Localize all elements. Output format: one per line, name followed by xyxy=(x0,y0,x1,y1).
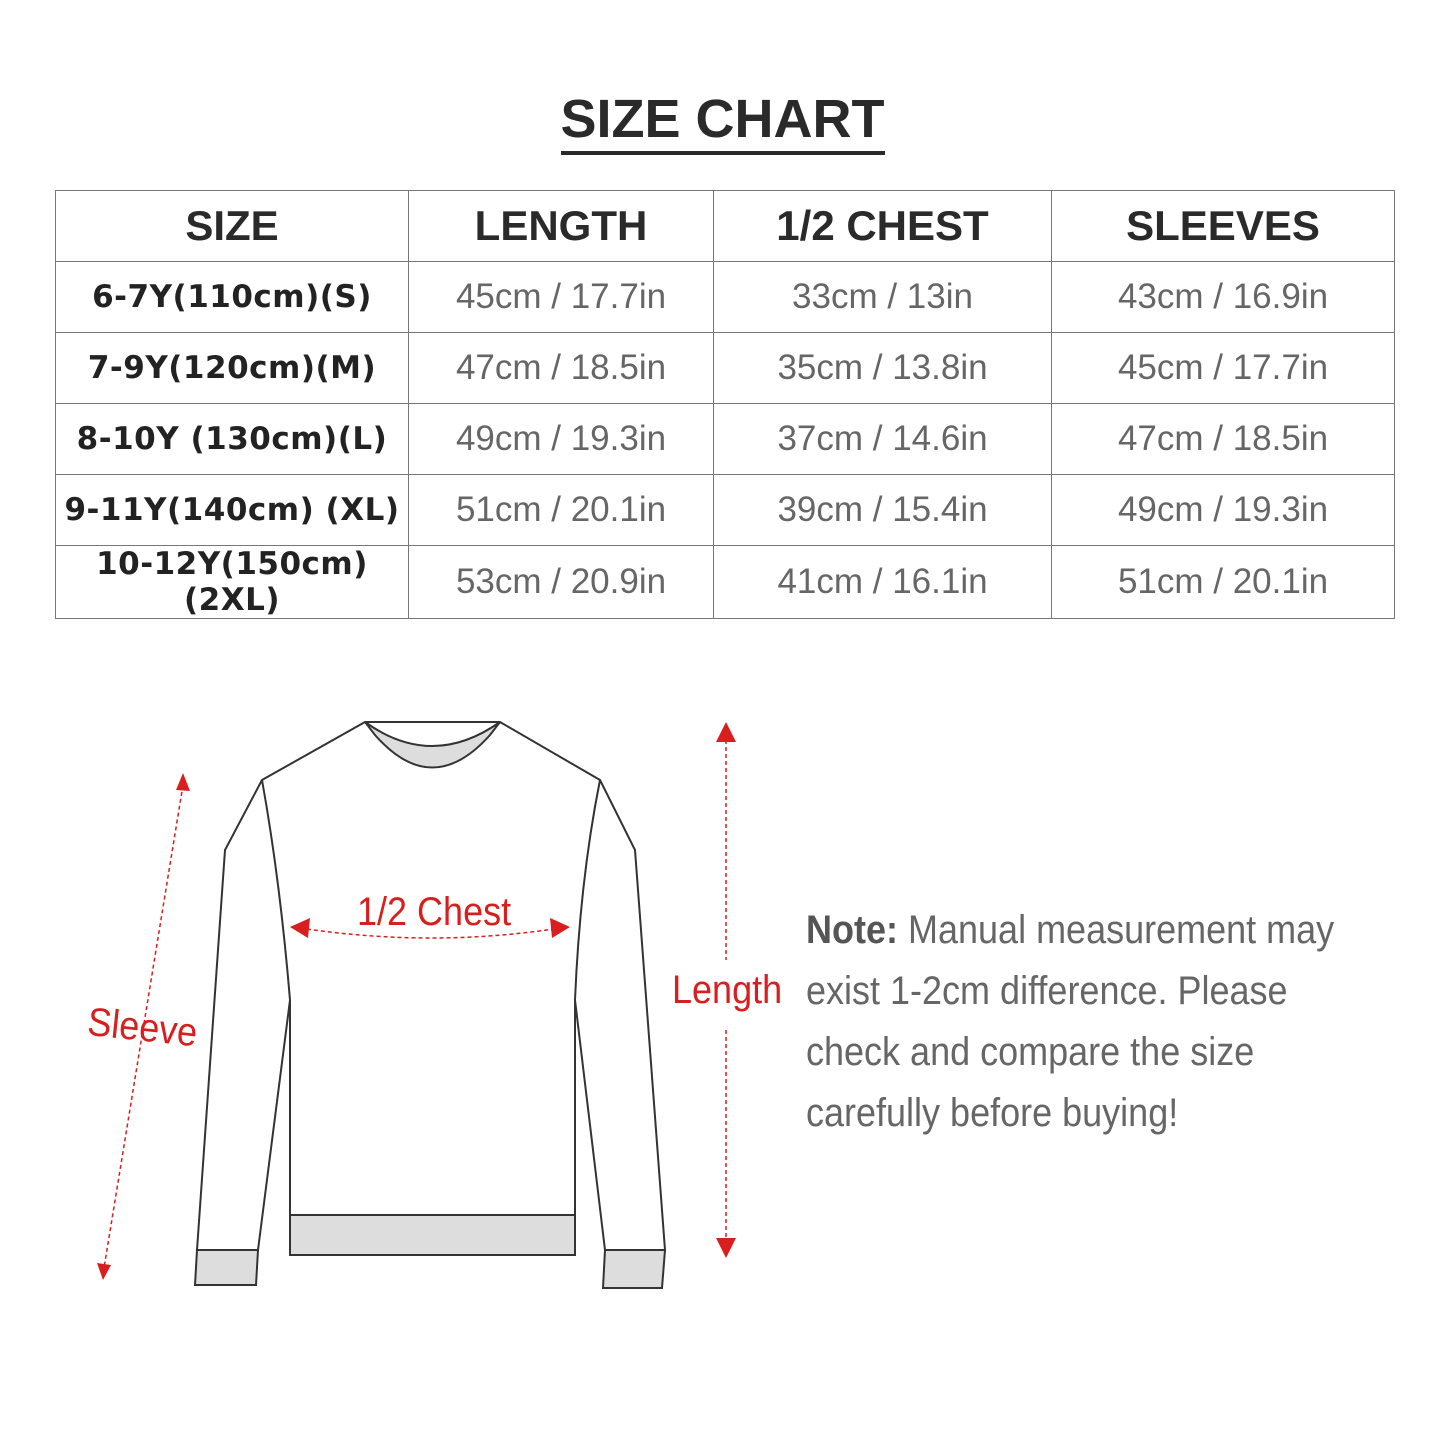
table-row: 9-11Y(140cm) (XL) 51cm / 20.1in 39cm / 15.… xyxy=(55,474,1395,546)
page-title: SIZE CHART xyxy=(0,88,1445,155)
chest-label: 1/2 Chest xyxy=(357,890,512,934)
cell-sleeves: 47cm / 18.5in xyxy=(1051,403,1395,475)
arrow-right-icon xyxy=(550,918,570,938)
header-chest: 1/2 CHEST xyxy=(713,190,1052,262)
cell-length: 47cm / 18.5in xyxy=(408,332,714,404)
size-table: SIZE LENGTH 1/2 CHEST SLEEVES 6-7Y(110cm… xyxy=(55,190,1395,619)
arrow-up-icon xyxy=(176,773,190,791)
cell-chest: 33cm / 13in xyxy=(713,261,1052,333)
cell-size: 7-9Y(120cm)(M) xyxy=(55,332,409,404)
cell-sleeves: 51cm / 20.1in xyxy=(1051,545,1395,619)
note-text: Note: Manual measurement may exist 1-2cm… xyxy=(806,908,1335,1135)
cell-size: 9-11Y(140cm) (XL) xyxy=(55,474,409,546)
table-row: 8-10Y (130cm)(L) 49cm / 19.3in 37cm / 14.6… xyxy=(55,403,1395,475)
table-row: 7-9Y(120cm)(M) 47cm / 18.5in 35cm / 13.8in… xyxy=(55,332,1395,404)
arrowheads xyxy=(97,722,736,1280)
cell-sleeves: 43cm / 16.9in xyxy=(1051,261,1395,333)
header-sleeves: SLEEVES xyxy=(1051,190,1395,262)
sweater-outline xyxy=(193,721,667,1289)
cell-size: 8-10Y (130cm)(L) xyxy=(55,403,409,475)
note-label: Note: xyxy=(806,908,898,952)
cell-chest: 41cm / 16.1in xyxy=(713,545,1052,619)
cell-length: 49cm / 19.3in xyxy=(408,403,714,475)
header-size: SIZE xyxy=(55,190,409,262)
measure-lines xyxy=(103,740,727,1269)
length-label: Length xyxy=(672,968,783,1012)
cell-size: 6-7Y(110cm)(S) xyxy=(55,261,409,333)
cell-chest: 35cm / 13.8in xyxy=(713,332,1052,404)
arrow-down-icon xyxy=(97,1263,111,1280)
sleeve-measure-line xyxy=(103,784,184,1269)
arrow-down-icon xyxy=(716,1238,736,1258)
cell-length: 51cm / 20.1in xyxy=(408,474,714,546)
cell-size: 10-12Y(150cm) (2XL) xyxy=(55,545,409,619)
table-row: 6-7Y(110cm)(S) 45cm / 17.7in 33cm / 13in 43… xyxy=(55,261,1395,333)
cell-chest: 37cm / 14.6in xyxy=(713,403,1052,475)
cell-sleeves: 49cm / 19.3in xyxy=(1051,474,1395,546)
arrow-up-icon xyxy=(716,722,736,742)
cell-length: 53cm / 20.9in xyxy=(408,545,714,619)
table-row: 10-12Y(150cm) (2XL) 53cm / 20.9in 41cm / 1… xyxy=(55,545,1395,619)
cell-chest: 39cm / 15.4in xyxy=(713,474,1052,546)
table-header-row: SIZE LENGTH 1/2 CHEST SLEEVES xyxy=(55,190,1395,262)
cell-sleeves: 45cm / 17.7in xyxy=(1051,332,1395,404)
cell-length: 45cm / 17.7in xyxy=(408,261,714,333)
arrow-left-icon xyxy=(290,918,310,938)
